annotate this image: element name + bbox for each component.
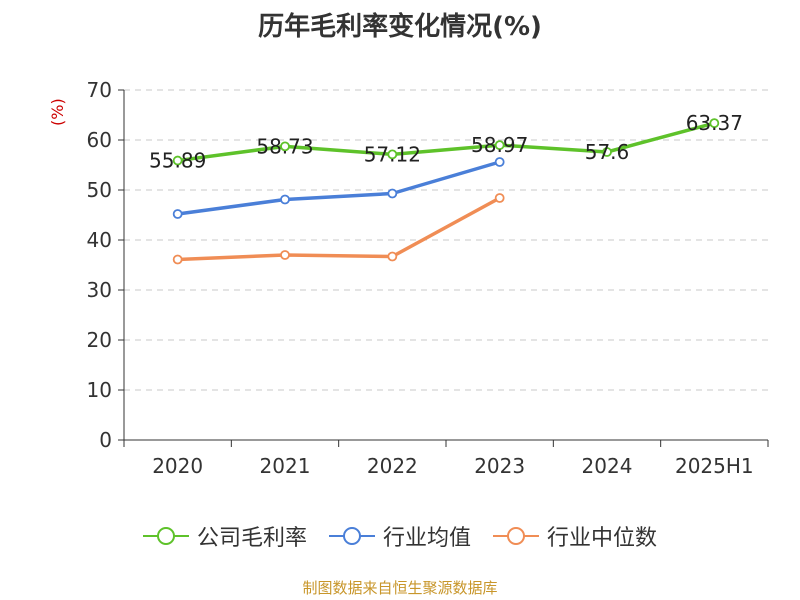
legend-item-industry-mean[interactable]: 行业均值	[328, 520, 471, 552]
data-point	[280, 194, 290, 205]
data-point	[172, 209, 183, 219]
data-point	[709, 118, 720, 129]
data-label: 58.73	[256, 134, 313, 158]
legend-item-company[interactable]: 公司毛利率	[142, 520, 307, 552]
series-line	[177, 121, 715, 163]
series-line	[177, 196, 501, 262]
y-tick-label: 40	[87, 228, 112, 252]
data-label: 55.89	[149, 149, 206, 173]
data-label: 57.6	[585, 140, 630, 164]
y-tick-label: 70	[87, 78, 112, 102]
y-tick-label: 20	[87, 328, 112, 352]
legend-label: 行业中位数	[547, 526, 658, 551]
data-point	[387, 188, 398, 199]
data-point	[602, 147, 612, 157]
y-tick-label: 10	[87, 378, 112, 402]
x-tick-label: 2022	[367, 454, 418, 478]
legend-marker-icon	[493, 527, 539, 545]
data-point	[172, 254, 183, 265]
legend-label: 公司毛利率	[196, 526, 307, 551]
legend-marker-icon	[142, 527, 189, 545]
y-tick-label: 30	[87, 278, 112, 302]
legend-label: 行业均值	[382, 526, 471, 551]
data-point	[387, 251, 398, 262]
data-point	[280, 250, 290, 260]
x-tick-label: 2021	[260, 454, 311, 478]
y-tick-label: 0	[99, 428, 112, 452]
x-tick-label: 2023	[474, 454, 525, 478]
source-note: 制图数据来自恒生聚源数据库	[302, 579, 498, 597]
x-tick-label: 2020	[152, 454, 203, 478]
legend-marker-icon	[328, 527, 375, 545]
data-point	[494, 193, 505, 203]
data-point	[387, 149, 398, 160]
chart-title: 历年毛利率变化情况(%)	[258, 12, 542, 42]
data-point	[494, 140, 505, 151]
data-label: 57.12	[364, 142, 421, 166]
data-point	[172, 155, 183, 166]
x-tick-label: 2024	[582, 454, 633, 478]
data-point	[494, 157, 505, 167]
x-tick-label: 2025H1	[675, 454, 754, 478]
y-tick-label: 60	[87, 128, 112, 152]
series-line	[177, 160, 501, 216]
legend: 公司毛利率 行业均值 行业中位数	[0, 520, 800, 552]
data-point	[280, 141, 290, 152]
legend-item-industry-median[interactable]: 行业中位数	[493, 520, 657, 552]
data-label: 58.97	[471, 133, 528, 157]
data-label: 63.37	[686, 111, 743, 135]
y-tick-label: 50	[87, 178, 112, 202]
